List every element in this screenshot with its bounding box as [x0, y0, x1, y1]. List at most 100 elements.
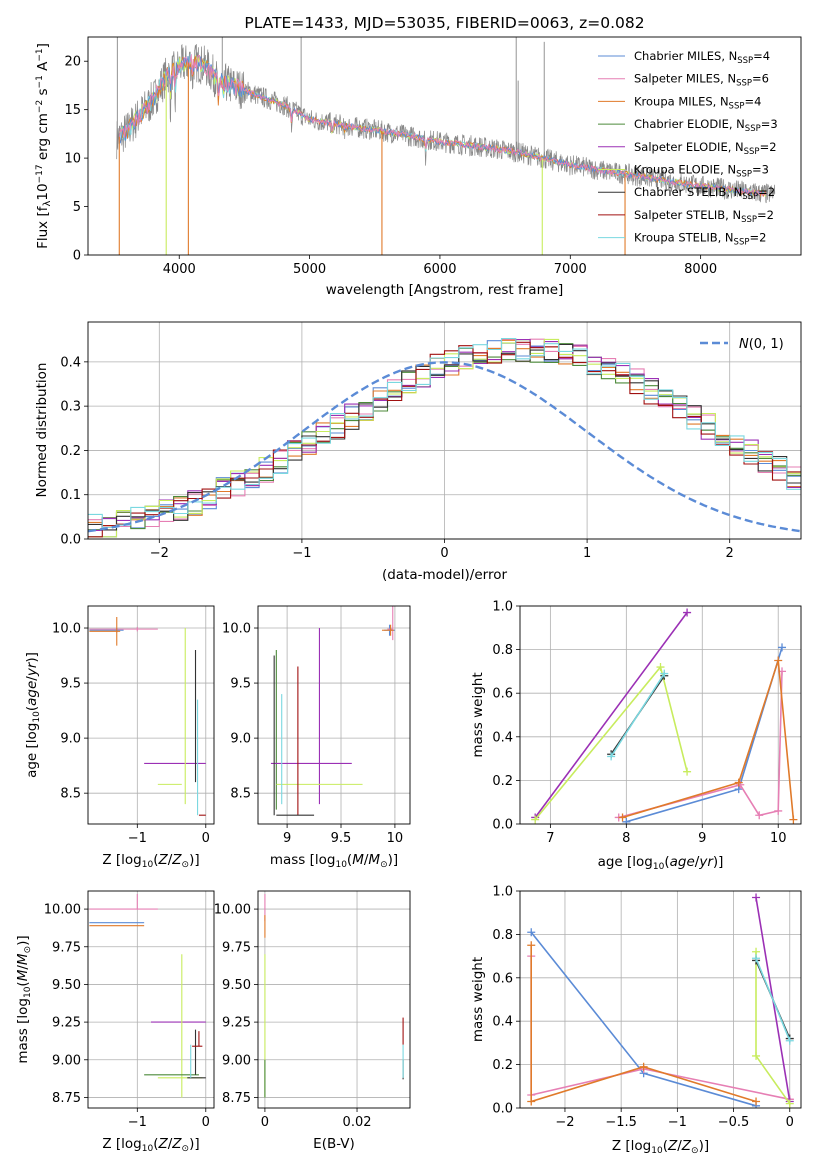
y-tick-label: 8.75 — [52, 1091, 81, 1106]
y-tick-label: 0.0 — [492, 1102, 513, 1117]
y-tick-label: 9.75 — [52, 940, 81, 955]
y-tick-label: 0.4 — [60, 355, 81, 370]
model-spectrum-salpeter_miles — [118, 54, 767, 197]
residuals-plot-area — [88, 337, 801, 538]
legend-label: Salpeter MILES, NSSP=6 — [634, 72, 769, 89]
y-tick-label: 0.3 — [60, 400, 81, 415]
y-tick-label: 9.50 — [52, 978, 81, 993]
mass_vs_Z-ylabel: mass [log10(M/M⊙)] — [15, 935, 33, 1063]
x-tick-label: 5000 — [293, 262, 326, 277]
weight-marker — [785, 1099, 794, 1108]
y-tick-label: 1.0 — [492, 885, 513, 900]
x-tick-label: 7 — [546, 831, 554, 846]
y-tick-label: 9.5 — [230, 677, 251, 692]
y-tick-label: 10.0 — [52, 622, 81, 637]
weight-marker — [752, 1051, 761, 1060]
x-tick-label: 9.5 — [331, 831, 352, 846]
y-tick-label: 9.00 — [222, 1053, 251, 1068]
weight-marker — [531, 815, 540, 824]
axes-frame — [519, 890, 802, 1109]
mass_vs_ebv-panel: 0 0.02 8.75 9.00 9.25 9.50 9.75 10.00 E(B-V) — [214, 890, 411, 1152]
weight-marker — [527, 941, 536, 950]
weight-line-kroupa_stelib — [610, 673, 665, 757]
residuals-ylabel: Normed distribution — [34, 363, 50, 498]
observed-spectrum-line — [116, 43, 776, 204]
x-tick-label: −1 — [128, 1115, 147, 1130]
y-tick-label: 8.75 — [222, 1091, 251, 1106]
age_vs_Z-ylabel: age [log10(age/yr)] — [24, 652, 42, 778]
y-tick-label: 0.6 — [492, 687, 513, 702]
errorbar-point — [89, 626, 158, 632]
x-tick-label: −1.5 — [605, 1115, 637, 1130]
weight-marker — [734, 778, 743, 787]
x-tick-label: −1 — [128, 831, 147, 846]
weight-marker — [755, 811, 764, 820]
residuals-panel: −2 −1 0 1 2 0.0 0.1 0.2 0.3 0.4 N(0, 1) (data-model… — [34, 321, 802, 583]
weight-line-chabrier_miles — [626, 647, 783, 823]
y-tick-label: 8.5 — [60, 787, 81, 802]
x-tick-label: 10 — [387, 831, 404, 846]
y-tick-label: 15 — [64, 103, 81, 118]
y-tick-label: 0.0 — [492, 818, 513, 833]
x-tick-label: 9 — [283, 831, 291, 846]
residuals-xlabel: (data-model)/error — [382, 567, 508, 583]
y-tick-label: 9.25 — [222, 1016, 251, 1031]
y-tick-label: 0.6 — [492, 971, 513, 986]
y-tick-label: 0.2 — [60, 444, 81, 459]
y-tick-label: 8.5 — [230, 787, 251, 802]
y-tick-label: 0.4 — [492, 730, 513, 745]
x-tick-label: 7000 — [554, 262, 587, 277]
weight_vs_Z-plot-area — [527, 893, 794, 1108]
weight-marker — [789, 815, 798, 824]
weight_vs_age-ylabel: mass weight — [470, 672, 486, 757]
weight_vs_Z-ylabel: mass weight — [470, 957, 486, 1042]
y-tick-label: 9.75 — [222, 940, 251, 955]
x-tick-label: 9 — [698, 831, 706, 846]
x-tick-label: 8 — [622, 831, 630, 846]
legend-label: Chabrier MILES, NSSP=4 — [634, 49, 770, 66]
weight-marker — [639, 1062, 648, 1071]
y-tick-label: 10.00 — [214, 903, 251, 918]
axes-frame — [87, 890, 215, 1109]
weight_vs_age-panel: 7 8 9 10 0.0 0.2 0.4 0.6 0.8 1.0 age [log10(age/yr… — [470, 600, 802, 872]
weight_vs_Z-panel: −2 −1.5 −1 −0.5 0 0.0 0.2 0.4 0.6 0.8 1.0 Z [log10(… — [470, 885, 802, 1156]
x-tick-label: 0 — [202, 831, 210, 846]
x-tick-label: −0.5 — [718, 1115, 750, 1130]
y-tick-label: 0 — [73, 249, 81, 264]
legend-label: Salpeter ELODIE, NSSP=2 — [634, 140, 777, 157]
y-tick-label: 10.00 — [44, 903, 81, 918]
y-tick-label: 0.4 — [492, 1015, 513, 1030]
weight-marker — [752, 954, 761, 963]
axes-frame — [257, 890, 411, 1109]
y-tick-label: 10.0 — [222, 622, 251, 637]
legend-label: Chabrier STELIB, NSSP=2 — [634, 185, 775, 202]
age_vs_mass-plot-area — [270, 606, 395, 816]
mass_vs_Z-plot-area — [89, 894, 206, 1098]
errorbar-point — [89, 617, 121, 646]
weight-marker — [683, 767, 692, 776]
x-tick-label: 0 — [786, 1115, 794, 1130]
legend-label: Salpeter STELIB, NSSP=2 — [634, 208, 774, 225]
y-tick-label: 0.8 — [492, 928, 513, 943]
weight-marker — [618, 813, 627, 822]
legend-label: Kroupa MILES, NSSP=4 — [634, 94, 761, 111]
mass_vs_ebv-plot-area — [264, 894, 404, 1098]
y-tick-label: 9.25 — [52, 1016, 81, 1031]
age_vs_Z-plot-area — [89, 617, 206, 816]
age_vs_mass-xlabel: mass [log10(M/M⊙)] — [270, 852, 398, 870]
weight-line-kroupa_miles — [530, 945, 757, 1103]
x-tick-label: −1 — [668, 1115, 687, 1130]
weight-marker — [656, 663, 665, 672]
weight-marker — [660, 669, 669, 678]
age_vs_Z-panel: −1 0 8.5 9.0 9.5 10.0 Z [log10(Z/Z⊙)] age [log1… — [24, 605, 215, 870]
weight-marker — [752, 893, 761, 902]
x-tick-label: 0 — [261, 1115, 269, 1130]
x-tick-label: 4000 — [163, 262, 196, 277]
mass_vs_ebv-xlabel: E(B-V) — [313, 1136, 355, 1152]
weight-marker — [778, 643, 787, 652]
x-tick-label: 2 — [726, 546, 734, 561]
x-tick-label: 6000 — [423, 262, 456, 277]
y-tick-label: 9.5 — [60, 677, 81, 692]
age_vs_mass-panel: 9 9.5 10 8.5 9.0 9.5 10.0 mass [log10(M/M⊙)] — [222, 605, 411, 870]
